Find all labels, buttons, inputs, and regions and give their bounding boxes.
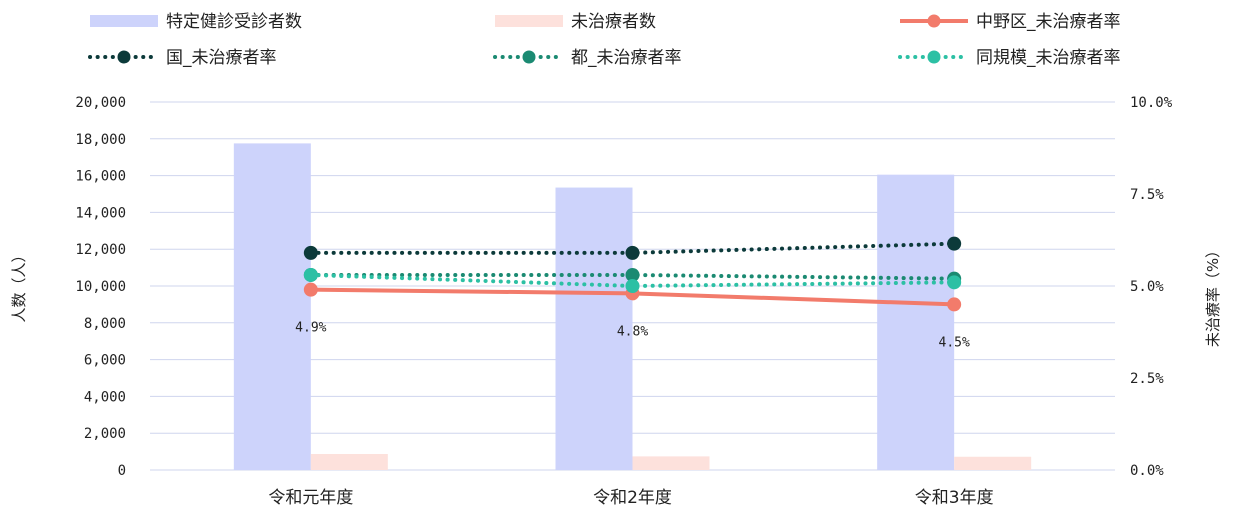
legend-marker [522,50,536,64]
bar [954,456,1032,470]
series-point [947,275,962,290]
legend-label: 特定健診受診者数 [166,12,302,32]
left-axis-title: 人数（人） [10,247,28,322]
left-tick-label: 0 [118,463,126,479]
left-axis-ticks: 0 2,000 4,000 6,000 8,000 10,000 12,000 14,000 1… [75,95,126,479]
right-tick-label: 0.0% [1130,463,1164,479]
left-tick-label: 6,000 [84,353,126,369]
legend-marker [927,14,941,28]
left-tick-label: 12,000 [75,242,126,258]
series-point [947,236,962,251]
left-tick-label: 18,000 [75,132,126,148]
legend-marker [117,50,131,64]
legend-swatch [495,15,563,27]
series-lines [303,236,962,312]
left-tick-label: 4,000 [84,389,126,405]
legend-swatch [90,15,158,27]
series-point [947,297,962,312]
bars [233,143,1032,470]
category-labels: 令和元年度 令和2年度 令和3年度 [268,488,993,508]
series-point [625,279,640,293]
left-tick-label: 10,000 [75,279,126,295]
legend-label: 国_未治療者率 [166,48,277,68]
left-tick-label: 16,000 [75,169,126,185]
series-point [303,282,318,297]
bar [555,187,633,470]
series-point [303,245,318,260]
legend-item: 同規模_未治療者率 [898,48,1121,68]
bar [233,143,311,470]
data-labels: 4.9% 4.8% 4.5% [295,321,970,351]
category-label: 令和2年度 [593,488,672,508]
legend-label: 中野区_未治療者率 [976,12,1121,32]
category-label: 令和元年度 [268,488,353,508]
data-label: 4.9% [295,321,326,336]
legend-item: 国_未治療者率 [88,48,277,68]
legend-label: 都_未治療者率 [571,48,682,68]
legend-item: 都_未治療者率 [493,48,682,68]
series-line [308,272,957,289]
right-tick-label: 2.5% [1130,371,1164,387]
legend-label: 未治療者数 [571,12,656,32]
legend-item: 特定健診受診者数 [90,12,302,32]
legend-label: 同規模_未治療者率 [976,48,1121,68]
left-tick-label: 20,000 [75,95,126,111]
series-line [308,241,957,255]
data-label: 4.5% [939,335,970,350]
bar [632,456,710,470]
legend-item: 未治療者数 [495,12,656,32]
right-tick-label: 10.0% [1130,95,1173,111]
legend-item: 中野区_未治療者率 [900,12,1121,32]
series-point [625,245,640,260]
left-tick-label: 2,000 [84,426,126,442]
left-tick-label: 8,000 [84,316,126,332]
category-label: 令和3年度 [915,488,994,508]
bar [877,174,955,470]
right-tick-label: 5.0% [1130,279,1164,295]
series-point [303,267,318,282]
series-point [625,267,640,282]
bar [310,453,388,470]
right-tick-label: 7.5% [1130,187,1164,203]
right-axis-title: 未治療率（%） [1204,243,1222,347]
left-tick-label: 14,000 [75,205,126,221]
data-label: 4.8% [617,324,648,339]
right-axis-ticks: 0.0% 2.5% 5.0% 7.5% 10.0% [1130,95,1173,479]
series-line [308,272,957,281]
legend-marker [927,50,941,64]
